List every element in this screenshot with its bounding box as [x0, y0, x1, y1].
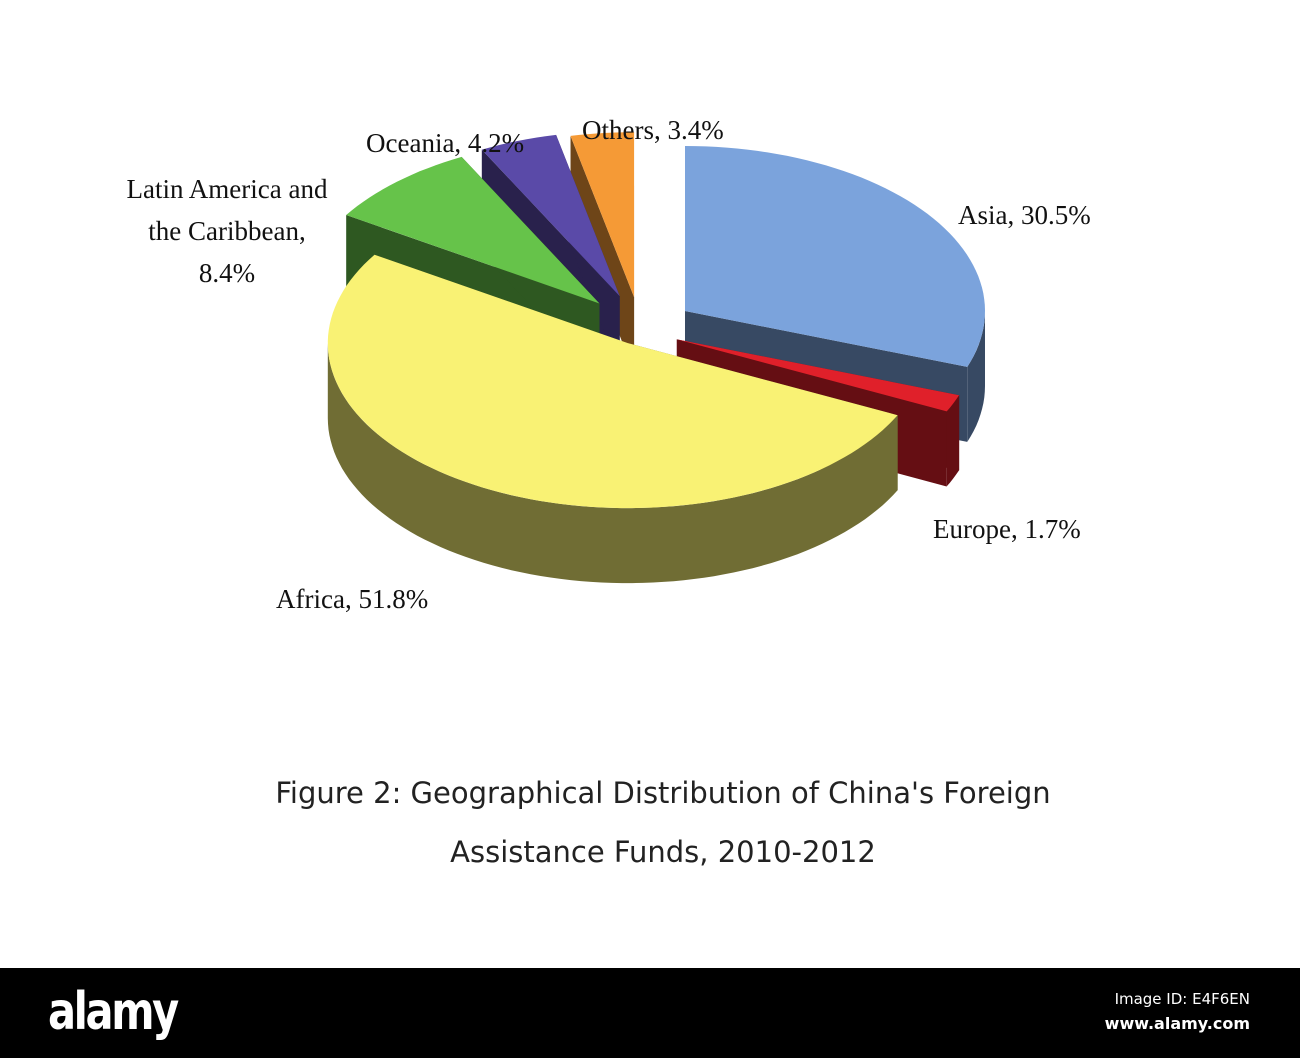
alamy-logo: alamy — [48, 982, 179, 1042]
chart-title-line2: Assistance Funds, 2010-2012 — [450, 835, 876, 869]
label-oceania: Oceania, 4.2% — [366, 128, 525, 158]
label-latin-america: Latin America and the Caribbean, 8.4% — [112, 168, 342, 294]
label-latin-line3: 8.4% — [198, 258, 256, 288]
label-europe: Europe, 1.7% — [933, 514, 1081, 544]
label-latin-line1: Latin America and — [126, 174, 328, 204]
slice-asia — [684, 146, 985, 367]
label-others: Others, 3.4% — [582, 115, 724, 145]
site-url[interactable]: www.alamy.com — [1104, 1014, 1250, 1033]
label-africa: Africa, 51.8% — [276, 584, 429, 614]
slice-side-africa — [327, 343, 898, 584]
watermark-footer: alamy Image ID: E4F6EN www.alamy.com — [0, 968, 1300, 1058]
pie-chart — [327, 132, 985, 584]
image-id: Image ID: E4F6EN — [1114, 990, 1250, 1008]
slice-africa — [327, 254, 898, 509]
slice-side-asia — [967, 311, 985, 442]
slice-side-europe — [946, 395, 960, 487]
slice-europe — [676, 339, 960, 412]
slice-latin-america-and-the-caribbean — [346, 156, 600, 304]
slice-oceania — [481, 134, 620, 297]
label-asia: Asia, 30.5% — [958, 200, 1091, 230]
label-latin-line2: the Caribbean, — [148, 216, 306, 246]
chart-title-line1: Figure 2: Geographical Distribution of C… — [275, 776, 1051, 810]
slice-others — [570, 132, 635, 298]
